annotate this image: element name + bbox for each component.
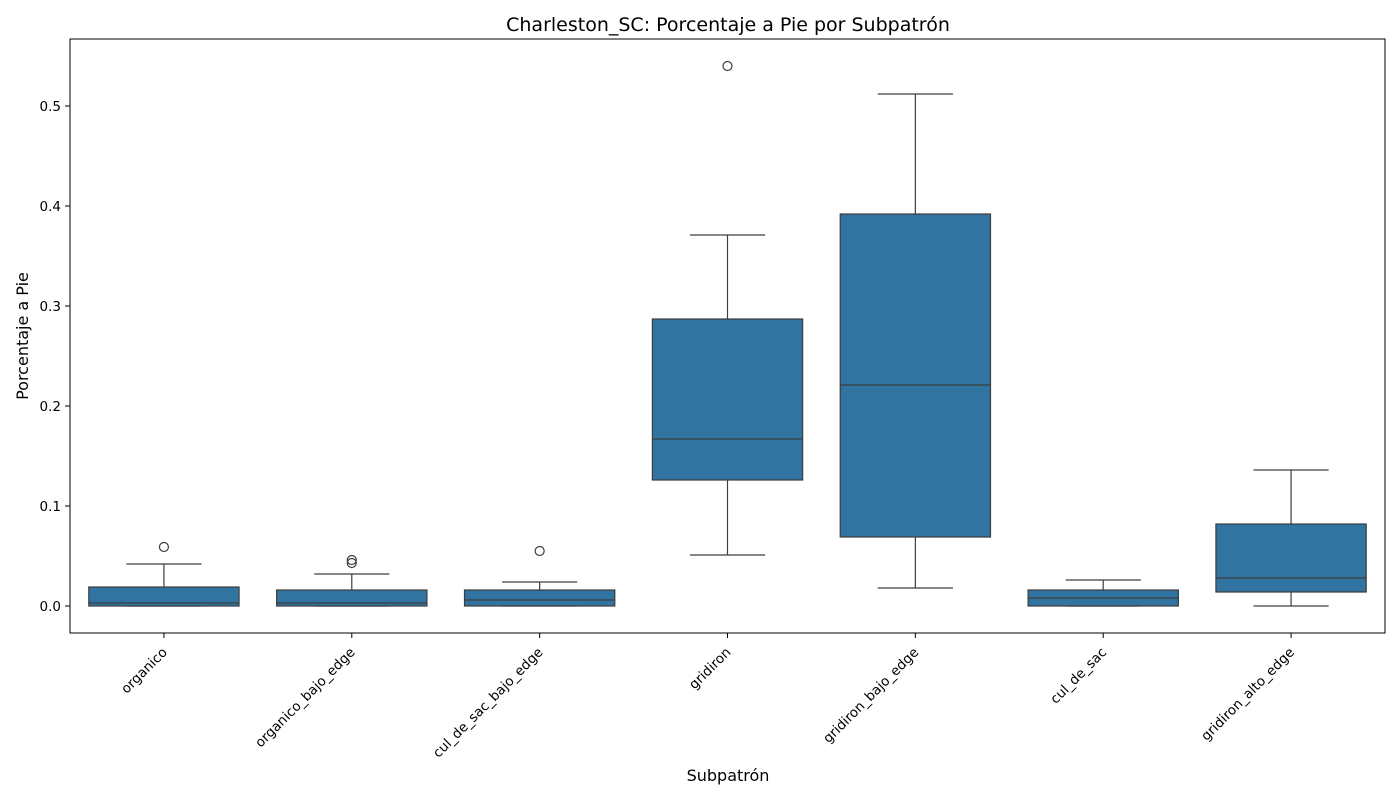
y-tick-label: 0.5	[40, 99, 61, 115]
y-tick-label: 0.1	[40, 499, 61, 515]
x-tick-label: organico	[118, 645, 171, 698]
y-tick-label: 0.0	[40, 599, 61, 615]
outlier-point[interactable]	[722, 60, 733, 72]
chart-title: Charleston_SC: Porcentaje a Pie por Subp…	[506, 14, 950, 36]
outlier-point[interactable]	[158, 541, 170, 553]
x-tick-label: cul_de_sac_bajo_edge	[430, 645, 547, 762]
y-axis-label: Porcentaje a Pie	[13, 272, 32, 400]
outlier-point[interactable]	[346, 557, 357, 569]
x-tick-label: gridiron_bajo_edge	[820, 645, 922, 747]
x-tick-label: gridiron	[686, 645, 734, 693]
box-gridiron_alto_edge[interactable]	[1215, 523, 1367, 593]
x-tick-label: organico_bajo_edge	[252, 645, 358, 751]
box-gridiron[interactable]	[651, 318, 804, 481]
y-tick-label: 0.3	[40, 299, 61, 315]
outlier-point[interactable]	[346, 554, 357, 566]
box-gridiron_bajo_edge[interactable]	[839, 213, 992, 538]
y-tick-label: 0.4	[40, 199, 61, 215]
axes-frame	[69, 38, 1386, 634]
plot-area: 0.0 0.1 0.2 0.3 0.4 0.5 organico organico_bajo_…	[40, 38, 1386, 762]
box-organico_bajo_edge[interactable]	[276, 589, 428, 607]
x-tick-label: gridiron_alto_edge	[1198, 645, 1298, 745]
outlier-point[interactable]	[534, 545, 545, 557]
x-axis-label: Subpatrón	[687, 766, 770, 785]
box-cul_de_sac_bajo_edge[interactable]	[463, 589, 616, 607]
x-tick-label: cul_de_sac	[1047, 645, 1110, 708]
y-tick-label: 0.2	[40, 399, 61, 415]
box-organico[interactable]	[88, 586, 240, 607]
